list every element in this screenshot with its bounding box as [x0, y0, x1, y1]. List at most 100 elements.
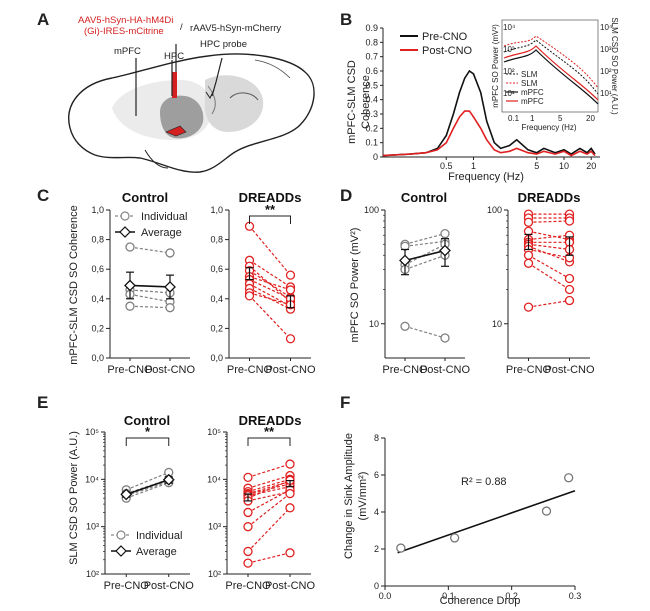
e-title-control: Control: [124, 413, 170, 428]
D-1-individual-line: [528, 243, 570, 251]
C-0-ytick-label: 0,6: [91, 264, 104, 274]
C-0-individual-line: [129, 305, 171, 309]
b-xtick-label: 0.5: [440, 161, 453, 171]
brain-illustration: [68, 44, 315, 173]
b-axes: 0 0.1 0.2 0.3 0.4 0.5 0.6 0.7 0.8 0.9 0.5 1 5 10 20: [365, 23, 600, 171]
C-1-individual-line: [249, 292, 291, 306]
D-1-individual-line: [528, 234, 570, 241]
E-1-individual-line: [247, 489, 291, 513]
b-series-line-pre: [382, 69, 596, 157]
inset-xtick-0: 0.1: [508, 114, 520, 123]
E-1-individual-line: [247, 486, 291, 497]
inset-ytick-r-1: 10¹: [600, 89, 612, 98]
f-plot: 0 2 4 6 8 0.0 0.1 0.2 0.3: [374, 433, 581, 601]
C-0-individual-pre: [125, 301, 135, 311]
C-1-individual-line: [249, 259, 291, 288]
E-0-xtick-label: Post-CNO: [144, 580, 195, 592]
hpc-probe-label: HPC probe: [200, 39, 247, 50]
D-1-xtick-label: Post-CNO: [544, 364, 595, 376]
C-1-individual-line: [249, 295, 291, 340]
E-0-individual-line: [126, 480, 169, 497]
E-1-individual-pre: [243, 507, 253, 518]
E-1-individual-line: [247, 491, 291, 502]
b-ytick-label: 0.2: [365, 123, 378, 133]
e-legend-average: Average: [136, 546, 177, 558]
b-ytick-label: 0.7: [365, 52, 378, 62]
D-1-individual-pre: [523, 258, 534, 268]
inset-legend-1: SLM: [521, 79, 538, 88]
E-1-individual-line: [247, 475, 291, 489]
E-1-individual-post: [285, 503, 295, 513]
b-ytick-label: 0.3: [365, 109, 378, 119]
panel-f-label: F: [340, 393, 350, 412]
D-1-xtick-label: Pre-CNO: [506, 364, 552, 376]
D-0-individual-line: [404, 325, 446, 339]
virus-label-line2: (Gi)-IRES-mCitrine: [84, 26, 164, 37]
panel-e: E SLM CSD SO Power (A.U.) Control DREADD…: [37, 393, 315, 592]
inset-slm-red-line: [503, 35, 599, 89]
C-0-xtick-label: Post-CNO: [145, 364, 196, 376]
E-1-individual-line: [247, 463, 291, 478]
D-1-ytick-label: 100: [487, 205, 502, 215]
C-0-individual-post: [165, 248, 175, 258]
b-ylabel-1: mPFC-SLM CSD: [346, 60, 358, 144]
E-1-individual-pre: [243, 522, 253, 532]
inset-ytick-4: 10⁴: [503, 23, 516, 32]
C-1-ytick-label: 0,4: [210, 294, 223, 304]
E-0-ytick-label: 10²: [86, 569, 99, 579]
inset-xlabel: Frequency (Hz): [521, 123, 576, 132]
E-1-ytick-label: 10²: [208, 569, 221, 579]
b-ytick-label: 0.5: [365, 80, 378, 90]
E-0-sig-label: *: [145, 424, 151, 439]
C-0-ytick-label: 0,4: [91, 294, 104, 304]
D-0-average-marker: [399, 254, 411, 267]
inset-mpfc-black-line: [503, 49, 599, 105]
panel-f: F Change in Sink Amplitude (mV/mm²) 0 2 4 6…: [340, 393, 581, 607]
E-1-individual-post: [285, 548, 295, 558]
f-fit-line: [397, 489, 576, 554]
e-legend-average-marker: [115, 545, 127, 557]
E-1-individual-line: [247, 479, 291, 499]
f-ylabel-1: Change in Sink Amplitude: [343, 433, 355, 559]
e-legend-individual: Individual: [136, 530, 182, 542]
D-0-ytick-label: 10: [369, 319, 379, 329]
E-0-ytick-label: 10⁴: [85, 474, 99, 484]
C-1-individual-pre: [244, 291, 255, 301]
panel-b: B mPFC-SLM CSD Coherence 0 0.1 0.2 0.3 0.4 0.…: [340, 10, 619, 183]
D-1-individual-line: [528, 299, 570, 308]
C-0-average-marker: [164, 281, 176, 293]
C-1-xtick-label: Post-CNO: [265, 364, 316, 376]
D-1-individual-post: [564, 295, 575, 306]
C-1-ytick-label: 0,2: [210, 323, 223, 333]
panel-c-label: C: [37, 186, 49, 205]
b-xtick-label: 5: [534, 161, 539, 171]
b-ytick-label: 0.6: [365, 66, 378, 76]
inset-mpfc-red-line: [503, 45, 599, 101]
d-title-control: Control: [401, 190, 447, 205]
f-xlabel: Coherence Drop: [440, 595, 521, 607]
injection-site: [172, 72, 177, 98]
C-0-xtick-label: Pre-CNO: [107, 364, 153, 376]
E-1-individual-pre: [243, 472, 253, 483]
e-legend-individual-marker: [116, 530, 126, 540]
E-1-sig-label: **: [264, 424, 275, 439]
C-1-individual-post: [285, 334, 296, 344]
C-1-individual-line: [249, 225, 291, 276]
panel-a: A AAV5-hSyn-HA-hM4Di (Gi)-IRES-mCitrine …: [37, 10, 315, 173]
D-1-individual-post: [564, 284, 575, 295]
C-1-ytick-label: 0,6: [210, 264, 223, 274]
panel-c: C mPFC-SLM CSD SO Coherence Control DREA…: [37, 186, 316, 376]
D-0-individual-line: [404, 233, 446, 245]
E-0-sig-bracket: [125, 437, 170, 446]
D-1-individual-pre: [523, 302, 534, 312]
D-1-individual-line: [528, 248, 570, 259]
C-1-individual-line: [249, 276, 291, 291]
C-1-individual-line: [249, 283, 291, 307]
panel-d: D mPFC SO Power (mV²) Control DREADDs 10…: [340, 186, 595, 376]
D-0-average-line: [404, 249, 446, 262]
panel-a-label: A: [37, 10, 49, 29]
D-0-individual-pre: [400, 321, 410, 331]
panel-b-label: B: [340, 10, 352, 29]
